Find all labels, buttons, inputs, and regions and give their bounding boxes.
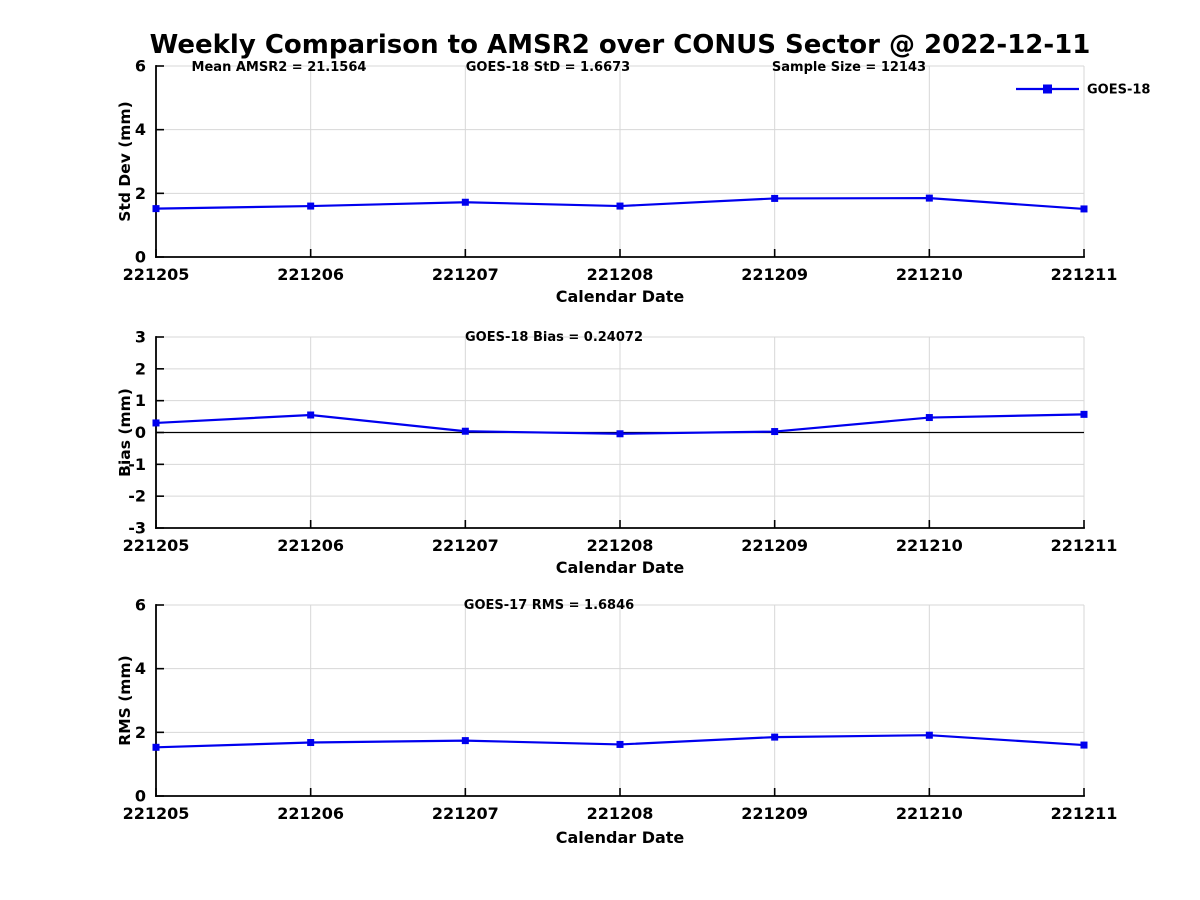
data-point-marker <box>616 740 624 748</box>
data-point-marker <box>307 202 315 210</box>
figure-title: Weekly Comparison to AMSR2 over CONUS Se… <box>150 30 1091 60</box>
x-tick-label: 221206 <box>277 265 344 284</box>
y-axis-label-rms: RMS (mm) <box>116 655 134 745</box>
legend-label: GOES-18 <box>1087 83 1150 98</box>
y-tick-label: 6 <box>135 596 146 615</box>
y-tick-label: 0 <box>135 248 146 267</box>
annotation-mean-amsr2: Mean AMSR2 = 21.1564 <box>192 60 367 75</box>
subplot-rms: 0 2 4 6 221205 221206 221207 221208 221209 221210… <box>123 596 1118 824</box>
legend-marker-icon <box>1043 84 1052 94</box>
data-point-marker <box>461 198 469 206</box>
y-axis-label-bias: Bias (mm) <box>116 388 134 477</box>
x-tick-label: 221211 <box>1051 804 1118 823</box>
y-tick-label: -3 <box>128 519 146 538</box>
data-point-marker <box>152 205 160 213</box>
x-tick-label: 221207 <box>432 804 499 823</box>
y-tick-label: 2 <box>135 723 146 742</box>
x-tick-label: 221210 <box>896 536 963 555</box>
y-tick-label: 0 <box>135 423 146 442</box>
data-point-marker <box>461 737 469 745</box>
x-tick-label: 221205 <box>123 804 190 823</box>
y-tick-label: 2 <box>135 184 146 203</box>
data-point-marker <box>616 202 624 210</box>
x-tick-label: 221207 <box>432 265 499 284</box>
y-tick-label: 4 <box>135 120 146 139</box>
data-point-marker <box>771 194 779 202</box>
y-tick-label: 3 <box>135 328 146 347</box>
data-point-marker <box>1080 741 1088 749</box>
x-tick-label: 221211 <box>1051 265 1118 284</box>
x-tick-label: 221207 <box>432 536 499 555</box>
x-tick-label: 221209 <box>741 265 808 284</box>
data-point-marker <box>771 733 779 741</box>
data-point-marker <box>925 194 933 202</box>
y-tick-label: 2 <box>135 359 146 378</box>
y-tick-label: 6 <box>135 57 146 76</box>
data-point-marker <box>925 731 933 739</box>
y-tick-label: 4 <box>135 659 146 678</box>
data-point-marker <box>616 430 624 438</box>
subplot-bias: -3 -2 -1 0 1 2 3 221205 221206 221207 221208 221209… <box>123 328 1118 556</box>
annotation-sample-size: Sample Size = 12143 <box>772 60 926 75</box>
x-tick-label: 221208 <box>587 804 654 823</box>
x-tick-label: 221211 <box>1051 536 1118 555</box>
x-tick-label: 221205 <box>123 536 190 555</box>
x-tick-label: 221208 <box>587 265 654 284</box>
data-point-marker <box>925 414 933 422</box>
x-tick-label: 221209 <box>741 536 808 555</box>
data-point-marker <box>152 743 160 751</box>
data-point-marker <box>771 428 779 436</box>
x-axis-label-calendar-date-3: Calendar Date <box>556 828 685 847</box>
x-tick-label: 221206 <box>277 804 344 823</box>
data-point-marker <box>152 419 160 427</box>
y-tick-label: 1 <box>135 391 146 410</box>
annotation-goes18-std: GOES-18 StD = 1.6673 <box>466 60 630 75</box>
data-point-marker <box>461 427 469 435</box>
data-point-marker <box>307 739 315 747</box>
x-tick-label: 221205 <box>123 265 190 284</box>
data-point-marker <box>307 411 315 419</box>
x-tick-label: 221209 <box>741 804 808 823</box>
chart-render-layer: 0 2 4 6 221205 221206 221207 221208 221209 221210… <box>123 57 1118 824</box>
y-tick-label: -1 <box>128 455 146 474</box>
data-point-marker <box>1080 205 1088 213</box>
y-axis-label-std-dev: Std Dev (mm) <box>116 101 134 221</box>
subplot-std-dev: 0 2 4 6 221205 221206 221207 221208 221209 221210… <box>123 57 1118 285</box>
y-tick-label: 0 <box>135 787 146 806</box>
annotation-goes18-bias: GOES-18 Bias = 0.24072 <box>465 330 643 345</box>
x-tick-label: 221210 <box>896 804 963 823</box>
x-axis-label-calendar-date-2: Calendar Date <box>556 558 685 577</box>
legend: GOES-18 <box>1016 83 1150 98</box>
x-axis-label-calendar-date-1: Calendar Date <box>556 287 685 306</box>
annotation-goes17-rms: GOES-17 RMS = 1.6846 <box>464 598 634 613</box>
x-tick-label: 221206 <box>277 536 344 555</box>
x-tick-label: 221210 <box>896 265 963 284</box>
data-point-marker <box>1080 410 1088 418</box>
x-tick-label: 221208 <box>587 536 654 555</box>
y-tick-label: -2 <box>128 487 146 506</box>
